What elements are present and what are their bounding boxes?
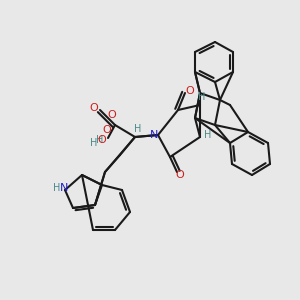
Text: O: O bbox=[186, 86, 194, 96]
Text: O: O bbox=[108, 110, 116, 120]
Text: H: H bbox=[96, 135, 104, 145]
Text: O: O bbox=[90, 103, 98, 113]
Text: N: N bbox=[60, 183, 68, 193]
Text: O: O bbox=[176, 170, 184, 180]
Text: O: O bbox=[98, 135, 106, 145]
Text: H: H bbox=[198, 92, 206, 102]
Text: N: N bbox=[150, 130, 158, 140]
Text: H: H bbox=[53, 183, 61, 193]
Text: H: H bbox=[134, 124, 142, 134]
Text: H: H bbox=[90, 138, 98, 148]
Text: H: H bbox=[204, 130, 212, 140]
Text: O: O bbox=[103, 125, 111, 135]
